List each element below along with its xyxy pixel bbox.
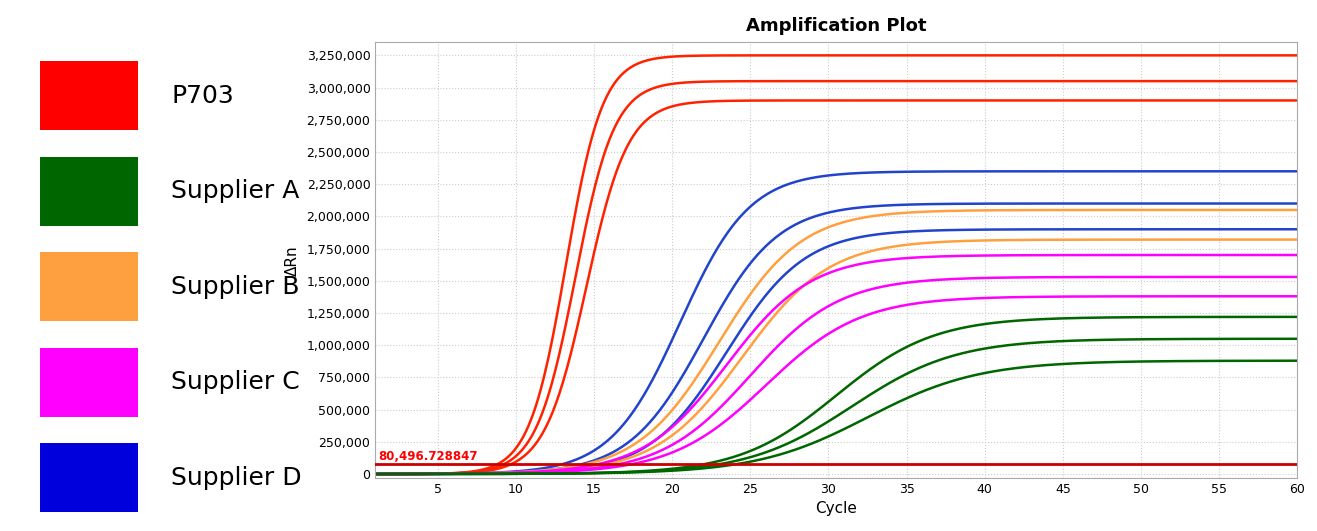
Text: P703: P703: [171, 83, 234, 108]
Y-axis label: ΔRn: ΔRn: [284, 245, 300, 276]
Text: 80,496.728847: 80,496.728847: [378, 450, 478, 463]
Title: Amplification Plot: Amplification Plot: [745, 18, 927, 36]
X-axis label: Cycle: Cycle: [815, 501, 857, 516]
Text: Supplier B: Supplier B: [171, 275, 300, 299]
Text: Supplier A: Supplier A: [171, 179, 299, 203]
Text: Supplier D: Supplier D: [171, 466, 302, 490]
Text: Supplier C: Supplier C: [171, 370, 300, 395]
